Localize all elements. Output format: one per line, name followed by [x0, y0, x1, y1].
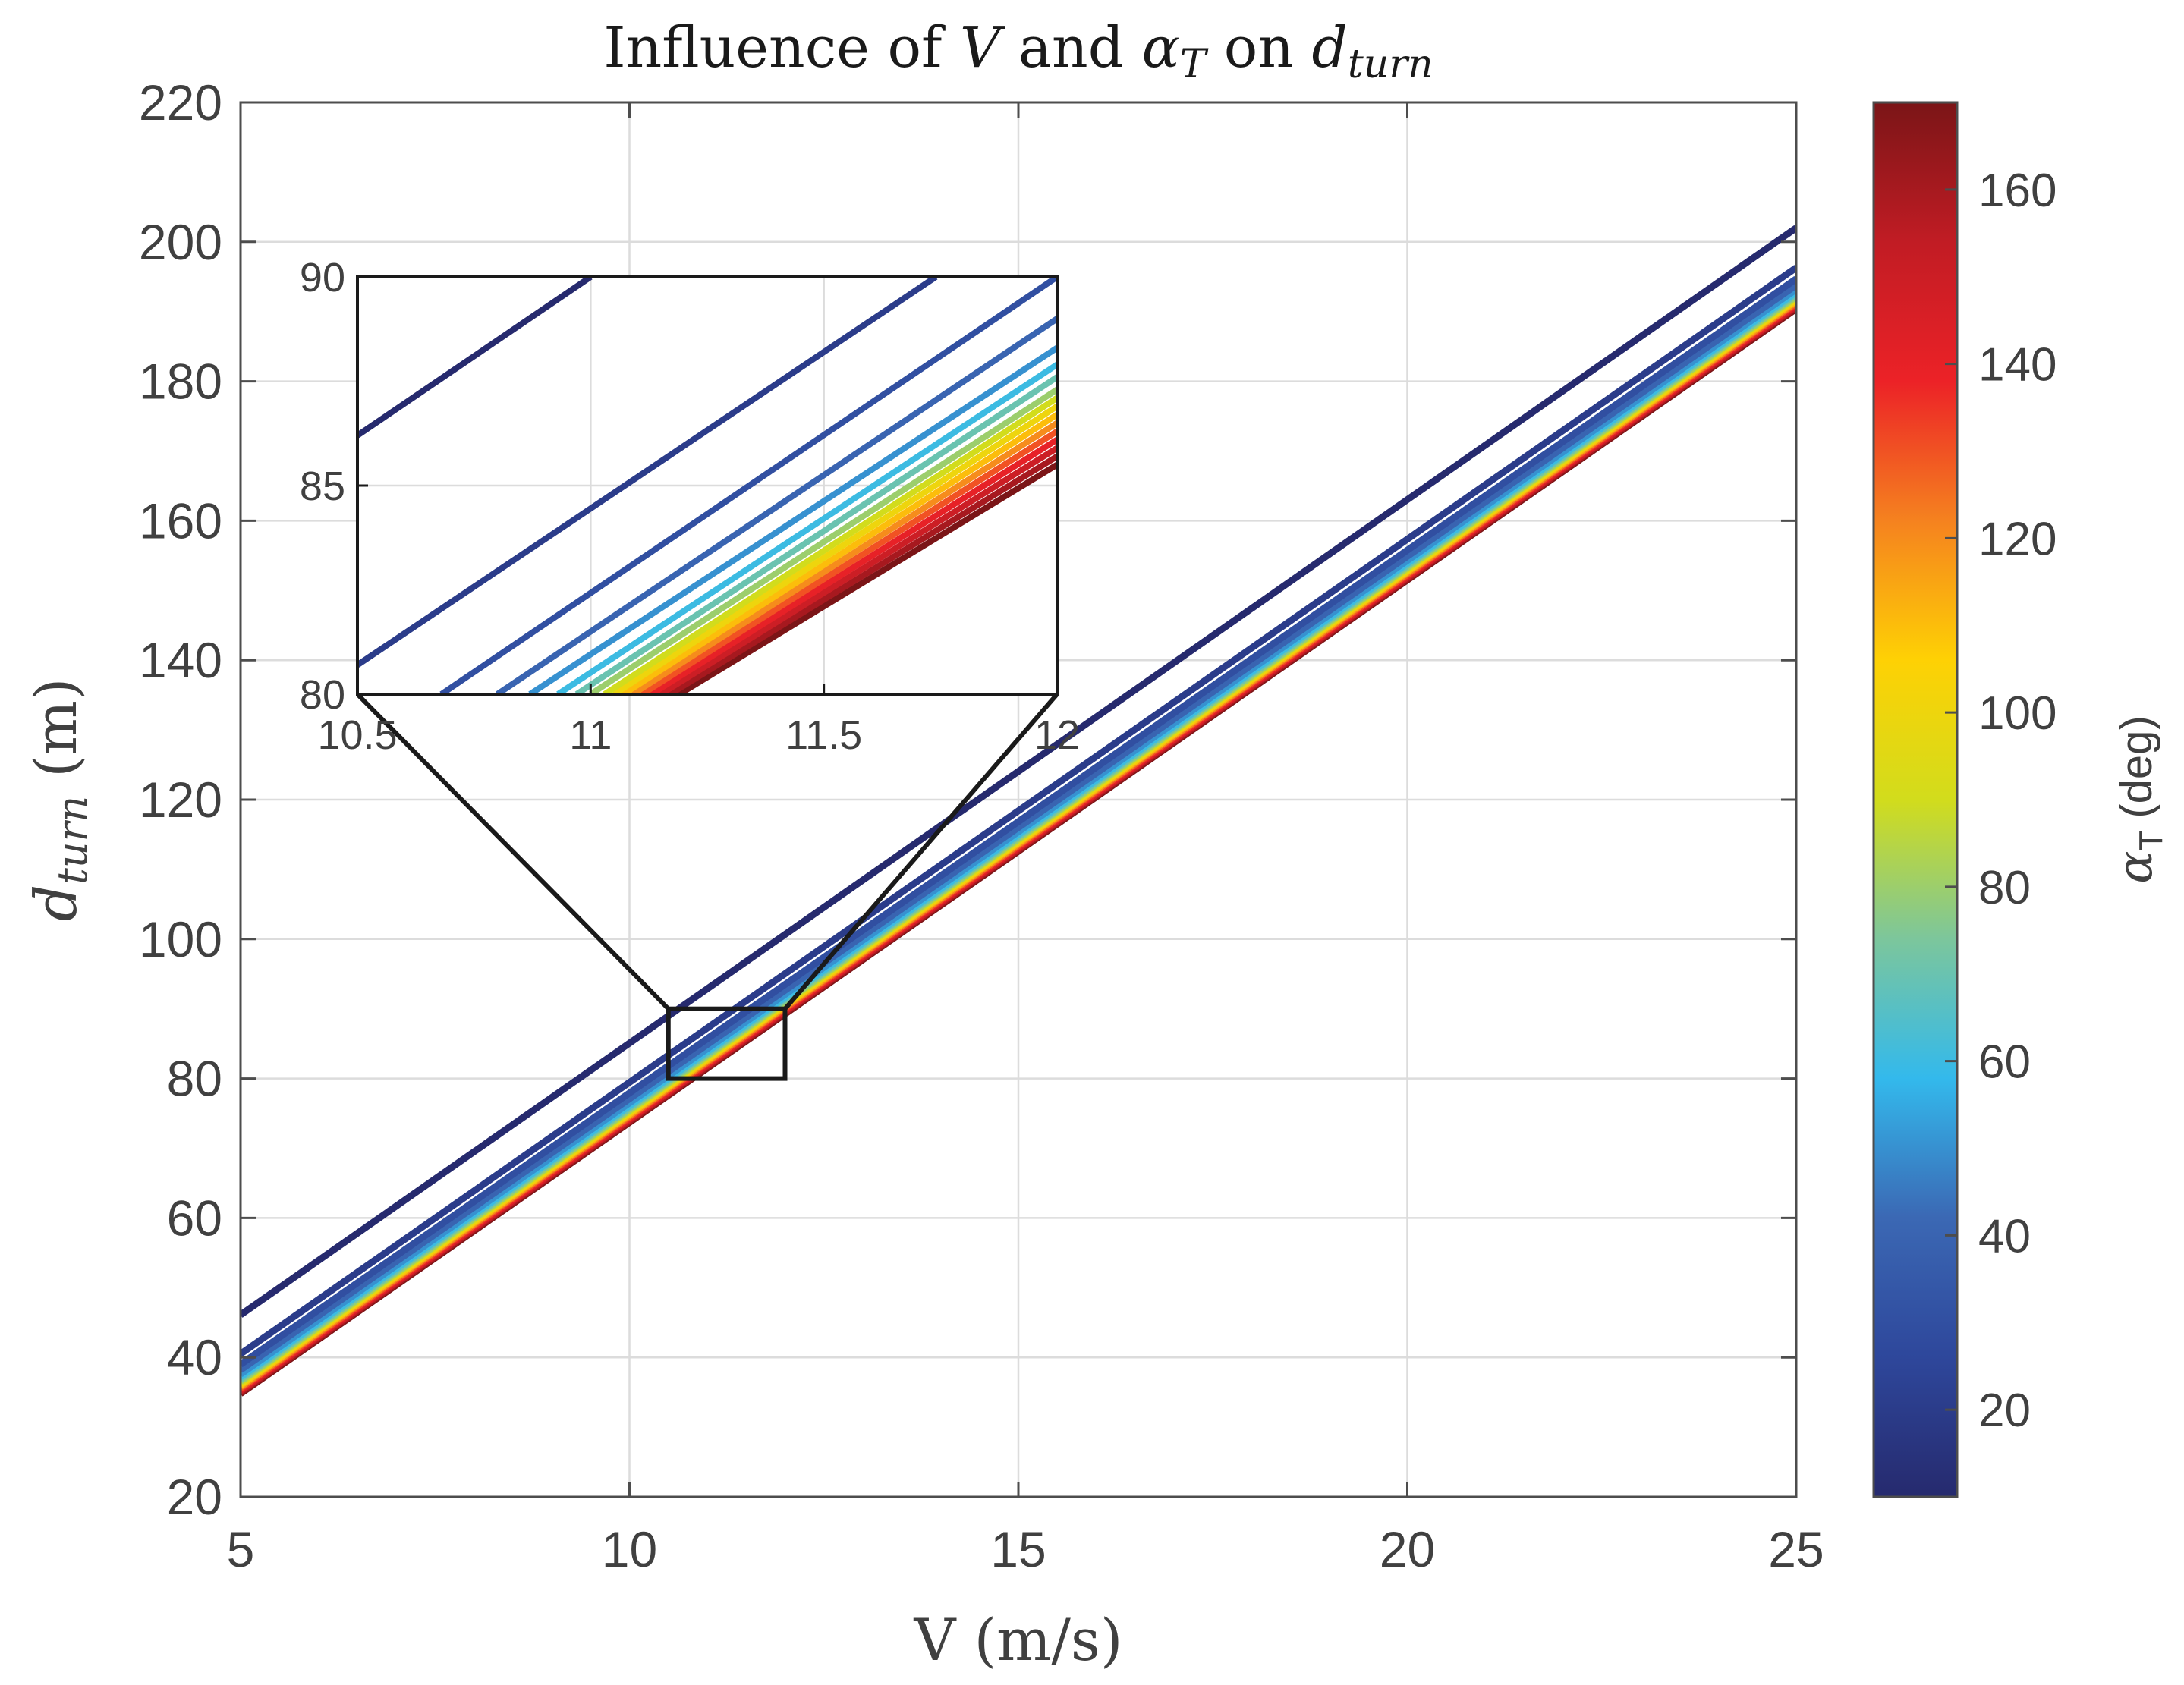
main-ticks [239, 101, 1798, 1498]
y-tick-label: 160 [139, 492, 222, 549]
inset-series-line-alpha-170 [678, 462, 1057, 694]
colorbar-tick-label: 80 [1978, 862, 2031, 914]
connector-line-left [355, 692, 670, 1011]
y-tick-labels: 20 40 60 80 100 120 140 160 180 200 220 [139, 74, 222, 1525]
colorbar-label-unit: (deg) [2112, 715, 2161, 818]
inset-x-tick-label: 11 [569, 712, 612, 758]
colorbar-label-subscript: T [2132, 831, 2170, 851]
y-tick-label: 60 [167, 1190, 222, 1246]
inset-series-line-alpha-70 [574, 374, 1057, 694]
x-tick-label: 25 [1768, 1521, 1824, 1577]
series-line-alpha-10 [241, 225, 1796, 1318]
inset-series-line-alpha-80 [589, 387, 1057, 694]
y-tick-label: 80 [167, 1051, 222, 1107]
inset-series-lines [357, 277, 1057, 694]
series-line-alpha-30 [241, 275, 1796, 1368]
main-series-lines [241, 225, 1796, 1397]
inset-series-line-alpha-100 [612, 404, 1057, 694]
colorbar-tick-label: 60 [1978, 1036, 2031, 1089]
colorbar-tick-label: 100 [1978, 687, 2057, 740]
title-alpha-subscript: T [1180, 42, 1209, 87]
y-tick-label: 180 [139, 354, 222, 410]
x-tick-label: 5 [227, 1521, 255, 1577]
inset-series-line-alpha-20 [357, 277, 938, 668]
inset-series-line-alpha-160 [668, 454, 1057, 694]
inset-series-line-alpha-50 [528, 345, 1057, 694]
inset-series-line-alpha-30 [439, 277, 1057, 694]
zoom-connector-lines [355, 692, 1059, 1011]
y-tick-label: 100 [139, 911, 222, 967]
series-line-alpha-40 [241, 282, 1796, 1373]
inset-x-tick-label: 10.5 [317, 712, 397, 758]
series-line-alpha-50 [241, 286, 1796, 1377]
colorbar-tick-label: 120 [1978, 513, 2057, 565]
inset-series-line-alpha-90 [603, 395, 1057, 694]
title-d-symbol: d [1312, 15, 1348, 80]
y-tick-label: 200 [139, 214, 222, 270]
inset-series-line-alpha-150 [659, 445, 1057, 694]
y-tick-label: 20 [167, 1469, 222, 1525]
colorbar-label: αT (deg) [2107, 715, 2170, 884]
inset-x-tick-label: 11.5 [785, 712, 862, 758]
colorbar-tick-label: 140 [1978, 339, 2057, 391]
title-d-subscript: turn [1348, 42, 1433, 87]
title-alpha-symbol: α [1142, 15, 1180, 80]
inset-series-line-alpha-10 [357, 277, 593, 439]
title-on-word: on [1206, 15, 1311, 80]
y-label-unit: (m) [22, 677, 90, 777]
y-tick-label: 120 [139, 772, 222, 828]
title-prefix: Influence of [603, 15, 960, 80]
colorbar-tick-label: 160 [1978, 165, 2057, 217]
colorbar-ticks [1945, 188, 1957, 1411]
y-label-subscript: turn [49, 796, 96, 885]
inset-series-line-alpha-110 [622, 412, 1057, 694]
x-tick-labels: 5 10 15 20 25 [227, 1521, 1824, 1577]
colorbar [1872, 101, 1959, 1498]
x-axis-label: V (m/s) [913, 1606, 1122, 1674]
series-line-alpha-20 [241, 265, 1796, 1357]
colorbar-tick-labels: 20 40 60 80 100 120 140 160 [1978, 165, 2057, 1437]
inset-series-line-alpha-120 [631, 420, 1057, 694]
colorbar-tick-label: 20 [1978, 1385, 2031, 1437]
inset-ticks [356, 275, 1059, 696]
connector-line-right [783, 693, 1059, 1011]
inset-y-tick-label: 90 [300, 255, 345, 300]
inset-series-line-alpha-140 [650, 437, 1057, 694]
title-and-word: and [1000, 15, 1141, 80]
inset-series-line-alpha-40 [496, 316, 1057, 694]
title-v-symbol: V [960, 15, 1005, 80]
y-tick-label: 220 [139, 74, 222, 130]
inset-series-line-alpha-60 [556, 362, 1057, 694]
inset-y-tick-label: 85 [300, 464, 345, 509]
inset-y-tick-label: 80 [300, 672, 345, 718]
inset-y-tick-labels: 80 85 90 [300, 255, 345, 718]
zoom-box [666, 1006, 788, 1081]
x-tick-label: 10 [602, 1521, 657, 1577]
chart-title: Influence of V and αT on dturn [603, 15, 1433, 87]
colorbar-label-symbol: α [2107, 851, 2164, 884]
y-tick-label: 140 [139, 632, 222, 688]
x-tick-label: 15 [990, 1521, 1046, 1577]
y-label-symbol: d [22, 885, 90, 922]
x-tick-label: 20 [1380, 1521, 1435, 1577]
y-tick-label: 40 [167, 1329, 222, 1385]
colorbar-tick-label: 40 [1978, 1210, 2031, 1262]
inset-x-tick-labels: 10.5 11 11.5 12 [317, 712, 1080, 758]
inset-x-tick-label: 12 [1034, 712, 1080, 758]
y-axis-label: dturn (m) [22, 677, 96, 921]
inset-series-line-alpha-130 [640, 429, 1057, 694]
